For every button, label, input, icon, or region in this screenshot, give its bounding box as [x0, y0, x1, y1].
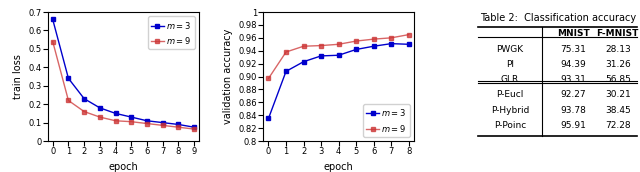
- $m=9$: [265, 77, 273, 79]
- Text: F-MNIST: F-MNIST: [596, 29, 639, 38]
- $m=9$: [49, 40, 56, 42]
- $m=9$: [190, 128, 198, 130]
- $m=9$: [300, 45, 307, 47]
- $m=3$: [96, 107, 104, 109]
- $m=3$: [80, 98, 88, 100]
- $m=9$: [80, 111, 88, 113]
- Text: 75.31: 75.31: [561, 45, 586, 54]
- Line: $m=3$: $m=3$: [267, 42, 410, 120]
- Text: 28.13: 28.13: [605, 45, 630, 54]
- Text: 72.28: 72.28: [605, 121, 630, 130]
- $m=9$: [335, 43, 342, 45]
- $m=3$: [282, 70, 290, 72]
- $m=3$: [317, 55, 325, 57]
- $m=9$: [353, 40, 360, 42]
- Text: 93.31: 93.31: [561, 75, 586, 84]
- $m=9$: [65, 99, 72, 101]
- X-axis label: epoch: epoch: [109, 162, 138, 172]
- Line: $m=9$: $m=9$: [51, 40, 196, 131]
- $m=3$: [353, 49, 360, 51]
- Text: 30.21: 30.21: [605, 90, 630, 99]
- Legend: $m=3$, $m=9$: $m=3$, $m=9$: [363, 104, 410, 137]
- Text: Table 2:  Classification accuracy: Table 2: Classification accuracy: [479, 13, 636, 23]
- Text: PWGK: PWGK: [497, 45, 524, 54]
- Text: GLR: GLR: [501, 75, 519, 84]
- $m=9$: [370, 38, 378, 40]
- $m=3$: [143, 120, 151, 122]
- Text: PI: PI: [506, 60, 514, 69]
- Text: 38.45: 38.45: [605, 106, 630, 115]
- $m=9$: [405, 34, 413, 36]
- Text: 95.91: 95.91: [561, 121, 586, 130]
- $m=9$: [317, 45, 325, 47]
- $m=9$: [387, 37, 395, 39]
- Text: P-Hybrid: P-Hybrid: [491, 106, 529, 115]
- $m=3$: [65, 77, 72, 79]
- $m=3$: [159, 122, 166, 124]
- $m=9$: [127, 121, 135, 123]
- $m=9$: [112, 120, 120, 122]
- Text: P-Eucl: P-Eucl: [497, 90, 524, 99]
- $m=3$: [112, 112, 120, 114]
- $m=9$: [175, 126, 182, 128]
- Text: 56.85: 56.85: [605, 75, 631, 84]
- $m=3$: [49, 18, 56, 20]
- Legend: $m=3$, $m=9$: $m=3$, $m=9$: [148, 16, 195, 49]
- $m=9$: [282, 51, 290, 53]
- Text: 94.39: 94.39: [561, 60, 586, 69]
- Text: MNIST: MNIST: [557, 29, 590, 38]
- Text: 92.27: 92.27: [561, 90, 586, 99]
- Text: P-Poinc: P-Poinc: [494, 121, 526, 130]
- $m=3$: [265, 117, 273, 120]
- $m=3$: [335, 54, 342, 56]
- $m=3$: [370, 45, 378, 47]
- Line: $m=3$: $m=3$: [51, 18, 196, 129]
- $m=3$: [300, 61, 307, 63]
- Text: 93.78: 93.78: [561, 106, 586, 115]
- X-axis label: epoch: epoch: [324, 162, 353, 172]
- $m=9$: [96, 116, 104, 118]
- $m=3$: [190, 126, 198, 128]
- $m=9$: [159, 124, 166, 126]
- Y-axis label: train loss: train loss: [13, 54, 23, 99]
- $m=3$: [127, 116, 135, 118]
- Line: $m=9$: $m=9$: [267, 33, 410, 80]
- Text: 31.26: 31.26: [605, 60, 630, 69]
- $m=3$: [175, 123, 182, 126]
- Y-axis label: validation accuracy: validation accuracy: [223, 29, 233, 124]
- $m=3$: [387, 43, 395, 45]
- $m=9$: [143, 122, 151, 125]
- $m=3$: [405, 43, 413, 45]
